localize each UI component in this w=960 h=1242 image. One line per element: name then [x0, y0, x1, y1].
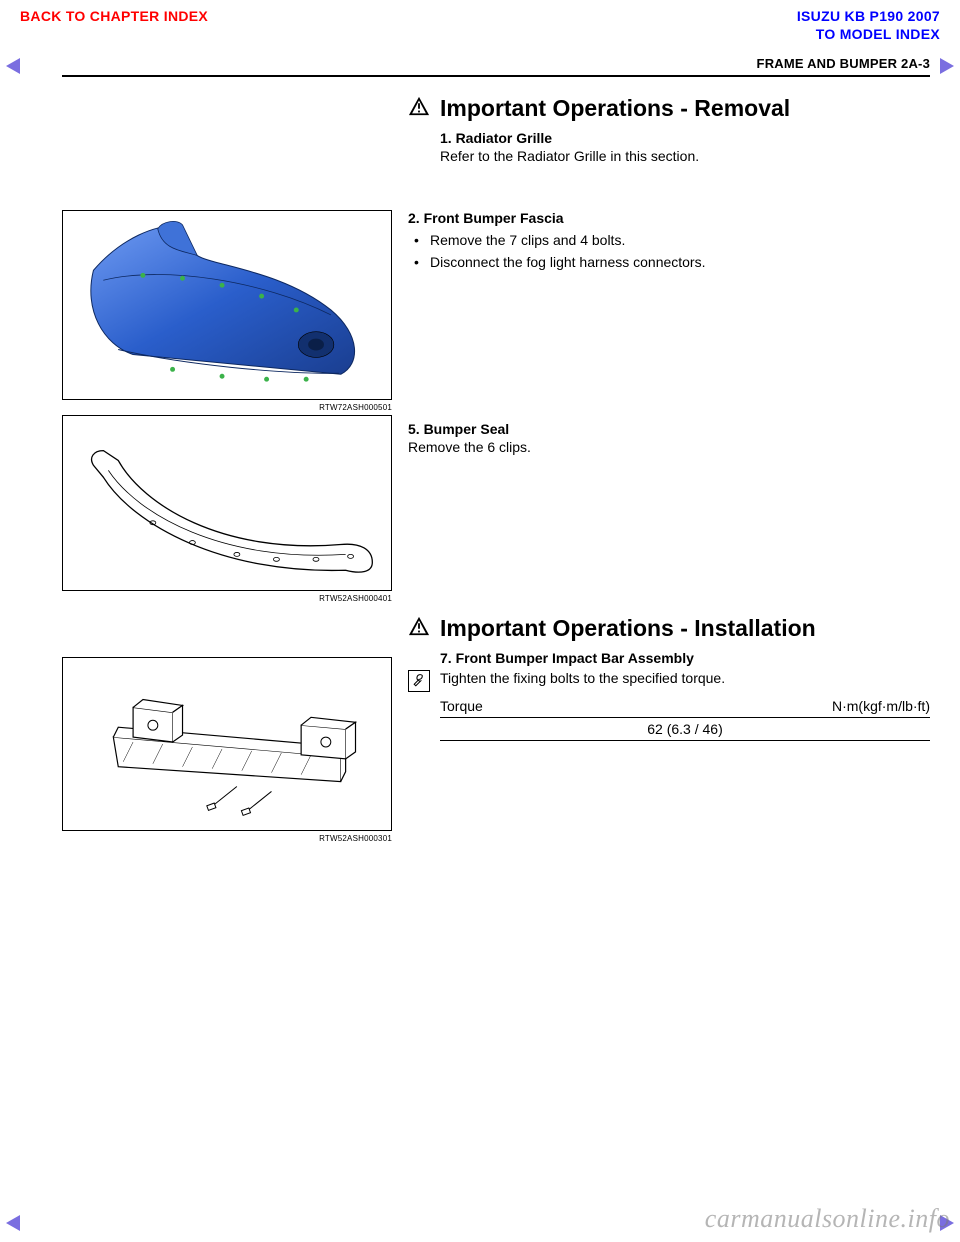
- item2-bullet-2: Disconnect the fog light harness connect…: [408, 254, 930, 270]
- install-title: Important Operations - Installation: [440, 615, 930, 642]
- page-header: FRAME AND BUMPER 2A-3: [62, 56, 930, 77]
- torque-wrench-icon: [408, 670, 430, 692]
- item7-text: Tighten the fixing bolts to the specifie…: [440, 670, 930, 686]
- impact-bar-illustration: [63, 658, 391, 830]
- removal-section: Important Operations - Removal 1. Radiat…: [408, 95, 930, 164]
- item5-head: 5. Bumper Seal: [408, 421, 930, 437]
- page-body: FRAME AND BUMPER 2A-3 Important Operatio…: [62, 56, 930, 164]
- item5-text: Remove the 6 clips.: [408, 439, 930, 455]
- figure-bumper-seal: RTW52ASH000401: [62, 415, 392, 603]
- bumper-seal-illustration: [63, 416, 391, 590]
- item2-bullet-1: Remove the 7 clips and 4 bolts.: [408, 232, 930, 248]
- torque-label: Torque: [440, 698, 483, 714]
- figure-impact-bar: RTW52ASH000301: [62, 657, 392, 843]
- figure3-caption: RTW52ASH000301: [62, 834, 392, 843]
- figure2-caption: RTW52ASH000401: [62, 594, 392, 603]
- model-link[interactable]: ISUZU KB P190 2007: [797, 8, 940, 24]
- figure1-caption: RTW72ASH000501: [62, 403, 392, 412]
- item1-text: Refer to the Radiator Grille in this sec…: [440, 148, 790, 164]
- item7-head: 7. Front Bumper Impact Bar Assembly: [440, 650, 930, 666]
- back-to-chapter-link[interactable]: BACK TO CHAPTER INDEX: [20, 8, 208, 24]
- caution-icon: [408, 95, 430, 117]
- watermark: carmanualsonline.info: [705, 1204, 950, 1234]
- item2-head: 2. Front Bumper Fascia: [408, 210, 930, 226]
- item5-block: 5. Bumper Seal Remove the 6 clips.: [408, 421, 930, 455]
- installation-section: Important Operations - Installation 7. F…: [408, 615, 930, 741]
- item1-head: 1. Radiator Grille: [440, 130, 790, 146]
- caution-icon: [408, 615, 430, 637]
- torque-unit: N·m(kgf·m/lb·ft): [832, 698, 930, 714]
- torque-value: 62 (6.3 / 46): [440, 718, 930, 741]
- item2-block: 2. Front Bumper Fascia Remove the 7 clip…: [408, 210, 930, 276]
- removal-title: Important Operations - Removal: [440, 95, 790, 122]
- bumper-fascia-illustration: [63, 211, 391, 399]
- prev-page-arrow[interactable]: [6, 58, 20, 74]
- to-model-index-link[interactable]: TO MODEL INDEX: [816, 26, 940, 42]
- next-page-arrow-bottom[interactable]: [940, 1215, 954, 1231]
- prev-page-arrow-bottom[interactable]: [6, 1215, 20, 1231]
- figure-bumper-fascia: RTW72ASH000501: [62, 210, 392, 412]
- next-page-arrow[interactable]: [940, 58, 954, 74]
